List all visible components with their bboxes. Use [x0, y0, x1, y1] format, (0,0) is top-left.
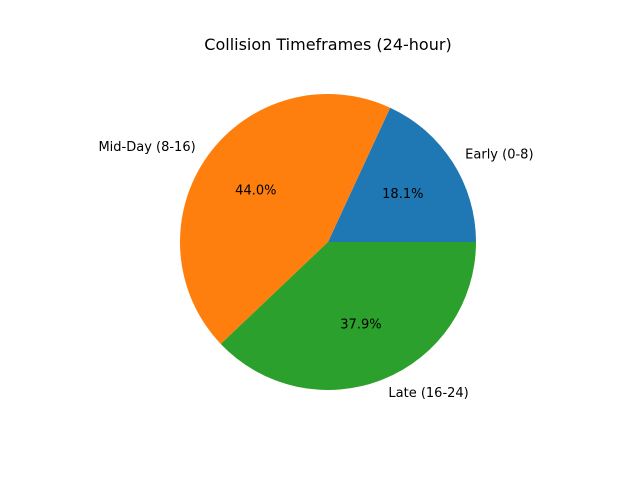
pie-labels: Early (0-8) 18.1% Mid-Day (8-16) 44.0% Late … [98, 140, 533, 401]
pie-slice-2 [180, 94, 391, 344]
pie-slice-3 [220, 242, 476, 390]
slice-label-2: Mid-Day (8-16) [98, 140, 195, 155]
chart-title: Collision Timeframes (24-hour) [204, 35, 451, 54]
slice-label-1: Early (0-8) [465, 147, 533, 162]
pie-slices [180, 94, 476, 390]
pie-slice-1 [328, 107, 476, 242]
slice-percent-3: 37.9% [340, 317, 381, 332]
slice-label-3: Late (16-24) [388, 386, 468, 401]
slice-percent-2: 44.0% [235, 183, 276, 198]
slice-percent-1: 18.1% [382, 187, 423, 202]
